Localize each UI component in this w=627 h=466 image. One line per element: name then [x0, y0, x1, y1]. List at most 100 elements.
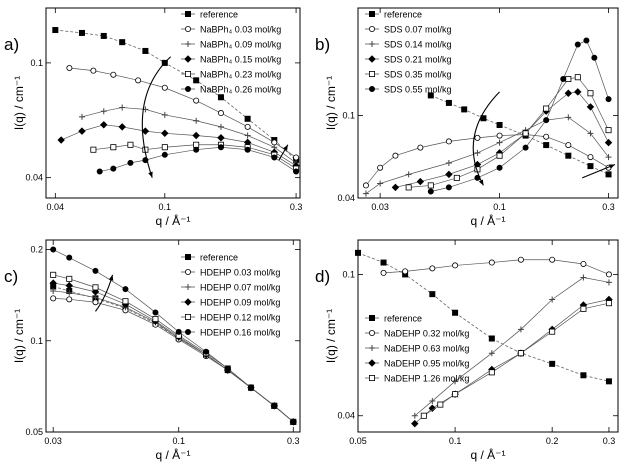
- data-point: [560, 75, 567, 82]
- data-point: [591, 54, 598, 61]
- legend-marker: [184, 328, 191, 335]
- legend-marker: [369, 41, 375, 47]
- data-point: [122, 286, 129, 293]
- legend-entry: SDS 0.55 mol/kg: [384, 85, 452, 95]
- data-point: [380, 269, 387, 276]
- series-line: [395, 91, 609, 188]
- data-point: [92, 299, 99, 306]
- x-tick-label: 0.3: [290, 202, 303, 212]
- data-point: [452, 262, 459, 269]
- y-axis-label: I(q) / cm⁻¹: [12, 309, 26, 363]
- data-point: [427, 188, 434, 195]
- data-point: [66, 296, 73, 303]
- data-point: [517, 350, 524, 357]
- legend-entry: SDS 0.21 mol/kg: [384, 55, 452, 65]
- data-point: [549, 296, 556, 303]
- legend-marker: [184, 55, 192, 63]
- data-point: [496, 152, 503, 159]
- series-1: [362, 131, 612, 189]
- data-point: [100, 32, 107, 39]
- data-point: [605, 378, 612, 385]
- legend-marker: [369, 345, 375, 351]
- series-line: [365, 134, 609, 186]
- data-point: [564, 89, 573, 97]
- x-axis-label: q / Å⁻¹: [155, 447, 190, 462]
- plot-frame: [357, 7, 619, 199]
- plot-frame: [357, 239, 619, 433]
- data-point: [110, 165, 117, 172]
- trend-arrow-head: [148, 171, 153, 178]
- data-point: [141, 127, 150, 135]
- data-point: [587, 154, 594, 161]
- data-point: [488, 369, 495, 376]
- trend-arrow: [141, 56, 172, 178]
- data-point: [271, 154, 278, 161]
- series-4: [405, 74, 612, 191]
- legend-marker: [184, 268, 191, 275]
- data-point: [543, 105, 550, 112]
- data-point: [118, 123, 126, 131]
- data-point: [217, 134, 225, 142]
- data-point: [66, 275, 73, 282]
- data-point: [474, 149, 481, 156]
- data-point: [127, 159, 134, 166]
- plot-frame: [45, 239, 301, 433]
- legend-marker: [368, 25, 375, 32]
- data-point: [522, 144, 529, 151]
- legend-entry: HDEHP 0.03 mol/kg: [200, 268, 280, 278]
- data-point: [119, 39, 126, 46]
- data-point: [411, 412, 418, 419]
- data-point: [605, 279, 612, 286]
- data-point: [549, 256, 556, 263]
- data-point: [100, 108, 107, 115]
- x-tick-label: 0.03: [44, 436, 62, 446]
- data-point: [96, 168, 103, 175]
- legend-marker: [368, 329, 375, 336]
- data-point: [496, 132, 503, 139]
- series-line: [414, 299, 610, 424]
- legend-entry: reference: [384, 314, 422, 324]
- legend-entry: SDS 0.14 mol/kg: [384, 40, 452, 50]
- data-point: [52, 27, 59, 34]
- data-point: [445, 99, 452, 106]
- data-point: [78, 113, 85, 120]
- data-point: [488, 350, 495, 357]
- x-axis-label: q / Å⁻¹: [470, 213, 505, 228]
- data-point: [574, 74, 581, 81]
- data-point: [565, 75, 572, 82]
- legend-entry: reference: [384, 10, 422, 20]
- data-point: [452, 378, 459, 385]
- legend-marker: [185, 284, 191, 290]
- data-point: [66, 289, 73, 296]
- series-line: [81, 107, 297, 164]
- data-point: [427, 182, 434, 189]
- data-point: [271, 402, 278, 409]
- data-point: [49, 279, 57, 287]
- data-point: [453, 174, 460, 181]
- data-point: [517, 326, 524, 333]
- y-tick-label: 0.1: [342, 269, 355, 279]
- data-point: [247, 384, 254, 391]
- panel-label: b): [315, 35, 330, 54]
- data-point: [224, 365, 231, 372]
- data-point: [152, 309, 159, 316]
- data-point: [445, 138, 452, 145]
- data-point: [92, 267, 99, 274]
- series-1: [66, 65, 300, 161]
- data-point: [543, 133, 550, 140]
- data-point: [135, 77, 142, 84]
- data-point: [565, 152, 572, 159]
- series-2: [411, 274, 612, 419]
- panel-label: c): [4, 267, 18, 286]
- data-point: [50, 287, 57, 294]
- data-point: [605, 96, 612, 103]
- data-point: [574, 41, 581, 48]
- data-point: [244, 132, 251, 139]
- series-1: [380, 256, 612, 278]
- data-point: [474, 134, 481, 141]
- data-point: [362, 182, 369, 189]
- x-tick-label: 0.3: [287, 436, 300, 446]
- panel-d: 0.05 0.1 0.2 0.3 0.04 0.1 q / Å⁻¹ I(q) / cm⁻¹ d)…: [315, 239, 619, 462]
- data-point: [217, 94, 224, 101]
